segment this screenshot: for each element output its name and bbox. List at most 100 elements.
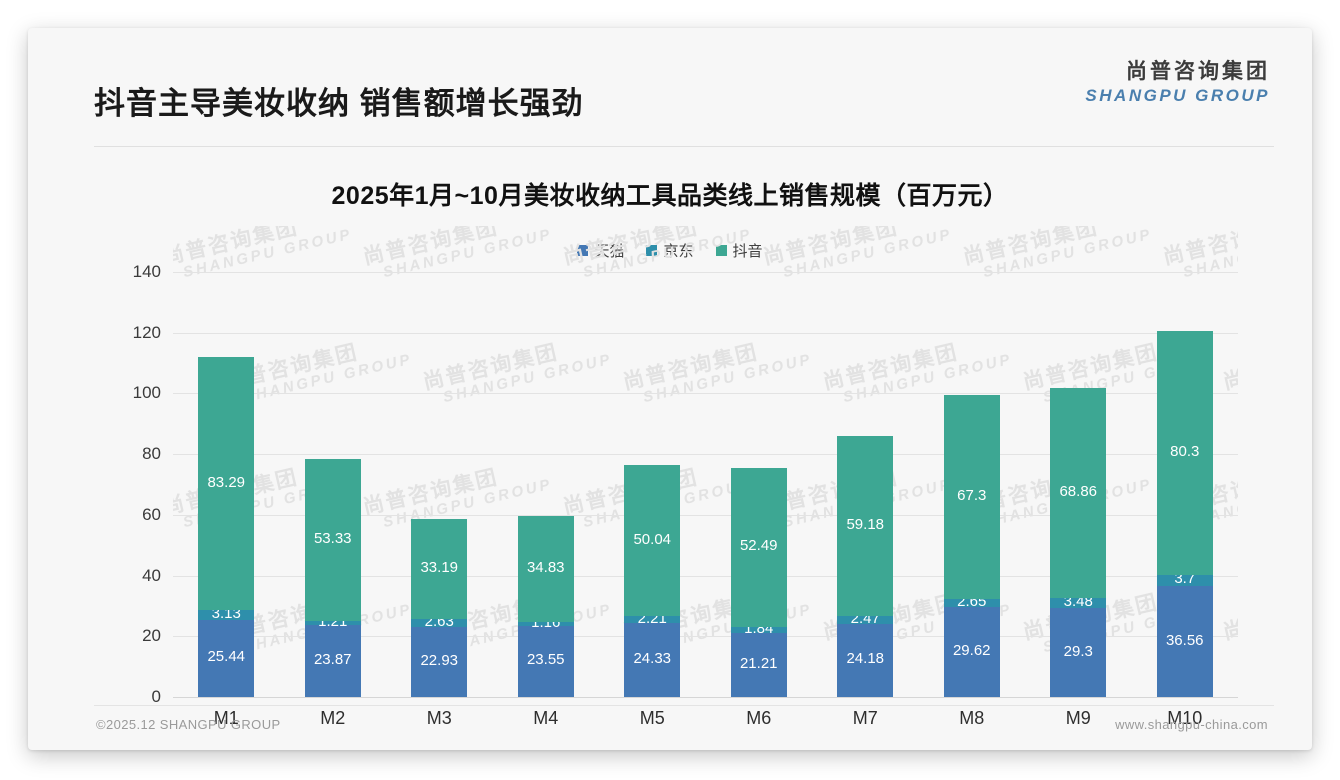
legend-label: 抖音 xyxy=(732,243,763,260)
bar-group[interactable]: 25.44 3.13 83.29 xyxy=(198,357,255,697)
bar-value-label: 29.62 xyxy=(952,642,991,660)
gridline xyxy=(173,636,1238,638)
x-axis-tick-label: M10 xyxy=(1167,708,1203,728)
gridline xyxy=(173,575,1238,577)
x-axis-tick-label: M4 xyxy=(533,708,559,728)
bar-group[interactable]: 36.56 3.7 80.3 xyxy=(1156,331,1213,697)
footer-website: www.shangpu-china.com xyxy=(1115,717,1268,732)
bar-value-label: 22.93 xyxy=(420,652,459,670)
gridline xyxy=(173,697,1238,698)
y-axis-tick-label: 80 xyxy=(142,444,161,464)
bar-segment-抖音[interactable]: 80.3 xyxy=(1156,331,1213,575)
brand-name-en: SHANGPU GROUP xyxy=(1085,86,1270,105)
bar-segment-京东[interactable]: 1.84 xyxy=(730,620,787,637)
bar-segment-京东[interactable]: 2.47 xyxy=(837,610,894,627)
bar-value-label: 23.87 xyxy=(313,650,352,668)
bar-segment-天猫[interactable]: 22.93 xyxy=(411,627,468,697)
bar-value-label: 34.83 xyxy=(526,559,565,577)
y-axis-tick-label: 140 xyxy=(132,262,161,281)
bar-value-label: 80.3 xyxy=(1170,442,1200,460)
chart-plot-area: 尚普咨询集团 SHANGPU GROUP 尚普咨询集团 SHANGPU GROUP 尚普… xyxy=(133,226,1238,728)
page-title: 抖音主导美妆收纳 销售额增长强劲 xyxy=(94,86,584,121)
bar-segment-天猫[interactable]: 29.62 xyxy=(943,607,1000,697)
bar-segment-天猫[interactable]: 24.18 xyxy=(837,623,894,697)
bar-group[interactable]: 21.21 1.84 52.49 xyxy=(730,467,787,697)
footer-copyright: ©2025.12 SHANGPU GROUP xyxy=(96,717,281,732)
header-divider xyxy=(94,146,1274,147)
legend-swatch-icon xyxy=(646,245,658,256)
bar-group[interactable]: 29.62 2.65 67.3 xyxy=(943,394,1000,697)
bar-value-label: 36.56 xyxy=(1165,631,1204,649)
bar-segment-京东[interactable]: 2.63 xyxy=(411,613,468,630)
bar-value-label: 83.29 xyxy=(207,473,246,491)
bar-value-label: 21.21 xyxy=(739,654,778,672)
bar-segment-京东[interactable]: 3.7 xyxy=(1156,570,1213,587)
bar-segment-抖音[interactable]: 34.83 xyxy=(517,516,574,622)
x-axis-tick-label: M8 xyxy=(959,708,985,728)
x-axis-tick-label: M6 xyxy=(746,708,772,728)
y-axis-tick-label: 20 xyxy=(142,626,161,646)
legend-item-京东[interactable]: 京东 xyxy=(646,240,694,261)
bar-segment-京东[interactable]: 3.48 xyxy=(1050,593,1107,610)
slide-canvas: 抖音主导美妆收纳 销售额增长强劲 尚普咨询集团 SHANGPU GROUP 20… xyxy=(28,28,1312,750)
bar-value-label: 67.3 xyxy=(957,486,987,504)
bar-value-label: 23.55 xyxy=(526,651,565,669)
bar-group[interactable]: 24.18 2.47 59.18 xyxy=(837,436,894,697)
legend-label: 京东 xyxy=(663,243,694,260)
bar-segment-天猫[interactable]: 21.21 xyxy=(730,632,787,697)
gridline xyxy=(173,393,1238,395)
bar-group[interactable]: 29.3 3.48 68.86 xyxy=(1050,388,1107,697)
bar-segment-抖音[interactable]: 68.86 xyxy=(1050,388,1107,598)
bar-value-label: 25.44 xyxy=(207,648,246,666)
bar-value-label: 50.04 xyxy=(633,530,672,548)
slide-header: 抖音主导美妆收纳 销售额增长强劲 尚普咨询集团 SHANGPU GROUP xyxy=(28,28,1312,147)
chart-title: 2025年1月~10月美妆收纳工具品类线上销售规模（百万元） xyxy=(331,182,1009,210)
legend-item-抖音[interactable]: 抖音 xyxy=(715,240,763,261)
x-axis-tick-label: M9 xyxy=(1065,708,1091,728)
legend-label: 天猫 xyxy=(594,243,625,260)
bar-segment-京东[interactable]: 3.13 xyxy=(198,605,255,622)
bar-segment-抖音[interactable]: 33.19 xyxy=(411,518,468,620)
bar-segment-天猫[interactable]: 36.56 xyxy=(1156,586,1213,697)
y-axis-tick-label: 100 xyxy=(132,383,161,403)
gridline xyxy=(173,454,1238,456)
legend-swatch-icon xyxy=(715,245,727,256)
bar-series-layer: 25.44 3.13 83.29 23.87 1.21 53.33 22.93 2.63 33.… xyxy=(173,272,1238,697)
bar-segment-京东[interactable]: 2.21 xyxy=(624,610,681,627)
bar-segment-抖音[interactable]: 50.04 xyxy=(624,464,681,617)
bar-value-label: 24.18 xyxy=(846,650,885,668)
bar-value-label: 29.3 xyxy=(1063,642,1093,660)
bar-segment-抖音[interactable]: 59.18 xyxy=(837,436,894,617)
bar-segment-抖音[interactable]: 53.33 xyxy=(304,458,361,621)
footer-divider xyxy=(94,705,1274,706)
y-axis-tick-label: 60 xyxy=(142,504,161,524)
bar-segment-天猫[interactable]: 29.3 xyxy=(1050,608,1107,697)
bar-segment-京东[interactable]: 1.16 xyxy=(517,614,574,631)
bar-value-label: 68.86 xyxy=(1059,482,1098,500)
bar-value-label: 33.19 xyxy=(420,559,459,577)
bar-value-label: 52.49 xyxy=(739,537,778,555)
y-axis-tick-label: 120 xyxy=(132,322,161,342)
bar-group[interactable]: 23.87 1.21 53.33 xyxy=(304,458,361,697)
x-axis-tick-label: M5 xyxy=(639,708,665,728)
bar-group[interactable]: 24.33 2.21 50.04 xyxy=(624,464,681,697)
y-axis-tick-label: 0 xyxy=(151,687,161,706)
brand-logo: 尚普咨询集团 SHANGPU GROUP xyxy=(1085,61,1270,104)
bar-segment-天猫[interactable]: 23.87 xyxy=(304,624,361,697)
legend-swatch-icon xyxy=(577,245,589,256)
x-axis-tick-label: M7 xyxy=(852,708,878,728)
brand-name-cn: 尚普咨询集团 xyxy=(1126,60,1270,83)
bar-segment-京东[interactable]: 1.21 xyxy=(304,613,361,630)
gridline xyxy=(173,272,1238,273)
bar-segment-抖音[interactable]: 67.3 xyxy=(943,394,1000,600)
bar-segment-京东[interactable]: 2.65 xyxy=(943,593,1000,610)
bar-segment-天猫[interactable]: 23.55 xyxy=(517,625,574,697)
bar-segment-抖音[interactable]: 83.29 xyxy=(198,357,255,611)
bar-segment-抖音[interactable]: 52.49 xyxy=(730,467,787,628)
bar-group[interactable]: 22.93 2.63 33.19 xyxy=(411,518,468,697)
legend-item-天猫[interactable]: 天猫 xyxy=(577,240,624,261)
bar-segment-天猫[interactable]: 25.44 xyxy=(198,619,255,697)
bar-group[interactable]: 23.55 1.16 34.83 xyxy=(517,516,574,697)
bar-segment-天猫[interactable]: 24.33 xyxy=(624,623,681,697)
x-axis-tick-label: M3 xyxy=(426,708,452,728)
